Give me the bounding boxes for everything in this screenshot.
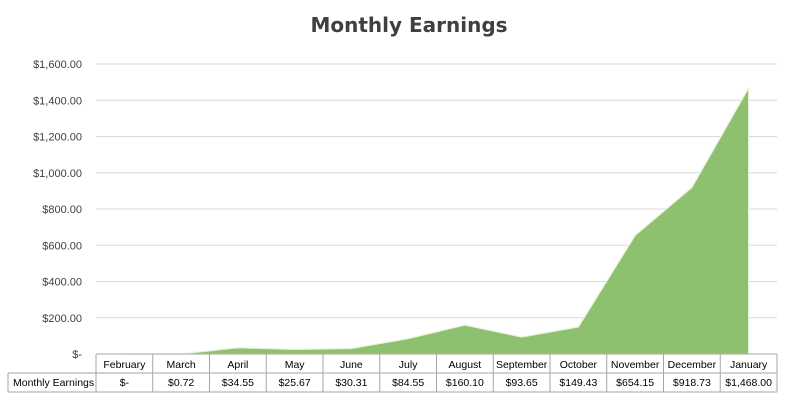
table-value-cell: $654.15 [616, 377, 654, 389]
area-series [124, 85, 750, 355]
y-axis: $- $200.00 $400.00 $600.00 $800.00 $1,000.00 $… [33, 59, 82, 361]
table-value-cell: $918.73 [673, 377, 711, 389]
y-tick-label: $1,000.00 [33, 168, 82, 180]
y-tick-label: $800.00 [42, 204, 82, 216]
x-category-label: October [560, 359, 598, 371]
x-category-label: April [227, 359, 248, 371]
y-tick-label: $1,600.00 [33, 59, 82, 71]
x-category-label: February [103, 359, 146, 371]
table-value-cell: $30.31 [335, 377, 367, 389]
x-category-label: September [496, 359, 548, 371]
table-value-cell: $25.67 [279, 377, 311, 389]
x-category-label: May [285, 359, 306, 371]
y-tick-label: $200.00 [42, 313, 82, 325]
y-tick-label: $1,200.00 [33, 132, 82, 144]
y-tick-label: $1,400.00 [33, 95, 82, 107]
table-value-cell: $- [120, 377, 130, 389]
x-category-label: August [449, 359, 482, 371]
table-value-cell: $93.65 [506, 377, 538, 389]
x-category-label: June [340, 359, 363, 371]
x-category-label: July [399, 359, 418, 371]
table-value-cell: $0.72 [168, 377, 194, 389]
table-value-cell: $84.55 [392, 377, 424, 389]
area-fill [124, 85, 750, 355]
series-name-label: Monthly Earnings [13, 377, 94, 389]
x-category-label: November [611, 359, 660, 371]
table-value-cell: $160.10 [446, 377, 484, 389]
data-table: February March April May June July August Septe… [7, 353, 778, 393]
x-category-label: March [167, 359, 196, 371]
x-category-label: December [668, 359, 717, 371]
table-value-cell: $149.43 [559, 377, 597, 389]
table-value-cell: $1,468.00 [725, 377, 772, 389]
y-tick-label: $400.00 [42, 277, 82, 289]
y-tick-label: $- [72, 349, 82, 361]
y-tick-label: $600.00 [42, 240, 82, 252]
x-category-label: January [730, 359, 768, 371]
gridlines [96, 63, 777, 319]
chart-title: Monthly Earnings [310, 13, 508, 37]
table-value-cell: $34.55 [222, 377, 254, 389]
